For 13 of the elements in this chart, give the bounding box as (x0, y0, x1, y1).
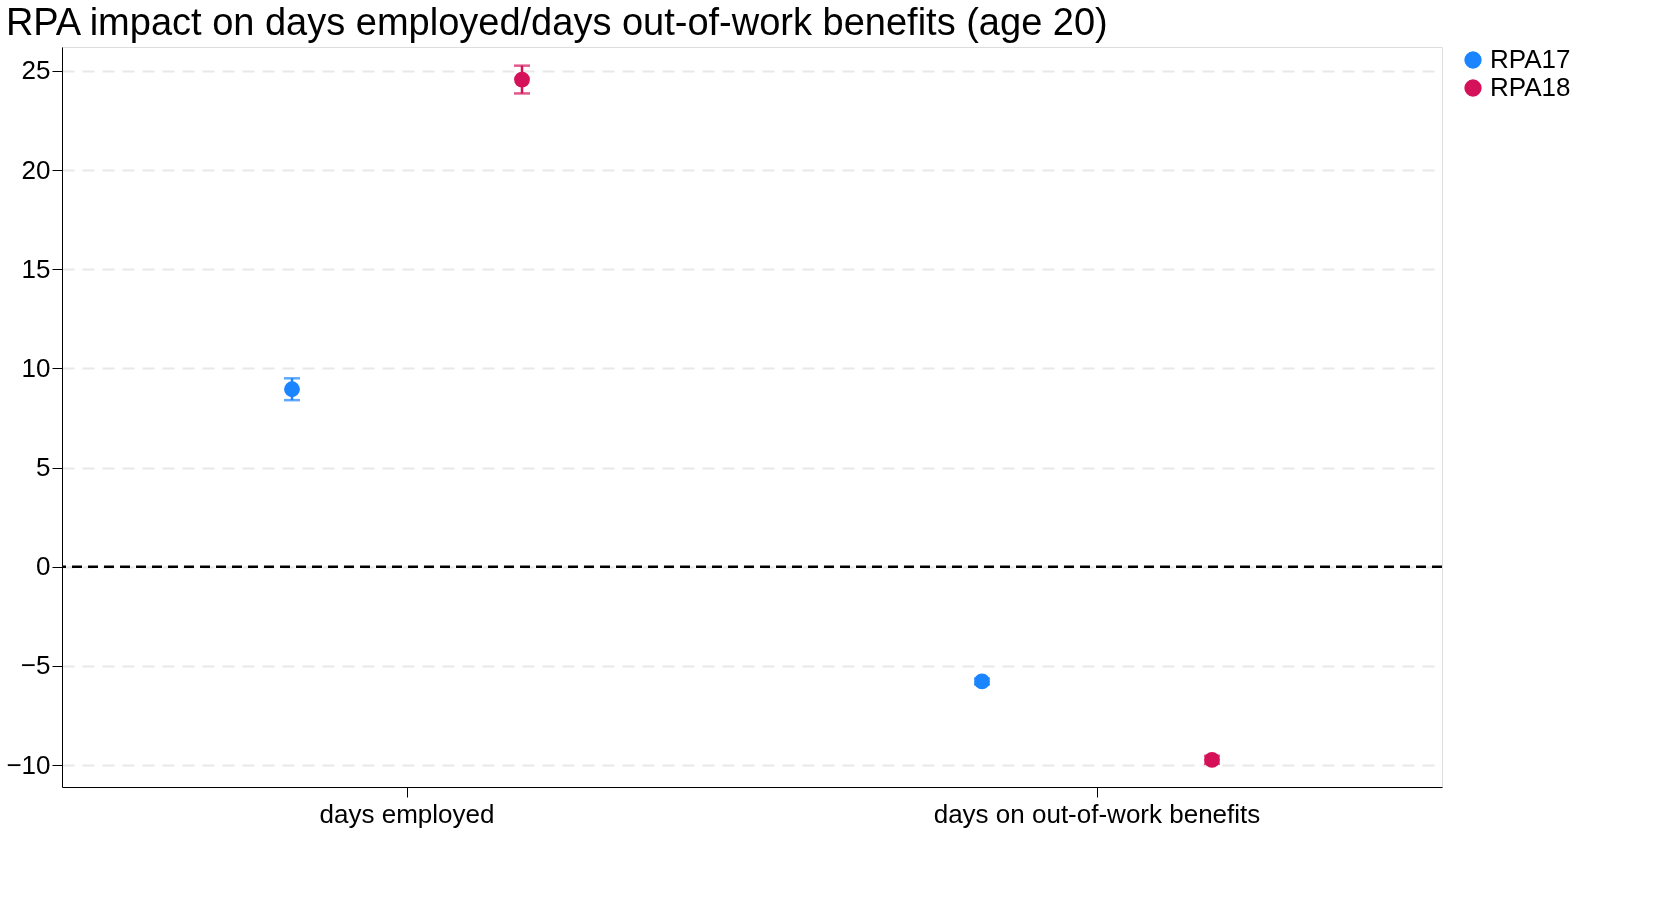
legend-label: RPA18 (1490, 72, 1571, 102)
y-tick-label: 20 (21, 154, 51, 185)
y-tick-label: 10 (21, 352, 51, 383)
y-tick-label: −10 (6, 749, 51, 780)
y-tick-label: 25 (21, 55, 51, 86)
y-tick-label: −5 (20, 650, 51, 681)
x-tick-label: days on out-of-work benefits (933, 798, 1261, 829)
x-tick-label: days employed (319, 798, 495, 829)
y-tick-label: 5 (36, 452, 51, 483)
y-tick-label: 15 (21, 253, 51, 284)
chart-title: RPA impact on days employed/days out-of-work benefits (age 20) (5, 1, 1108, 43)
legend-label: RPA17 (1490, 44, 1571, 74)
y-tick-label: 0 (36, 551, 51, 582)
